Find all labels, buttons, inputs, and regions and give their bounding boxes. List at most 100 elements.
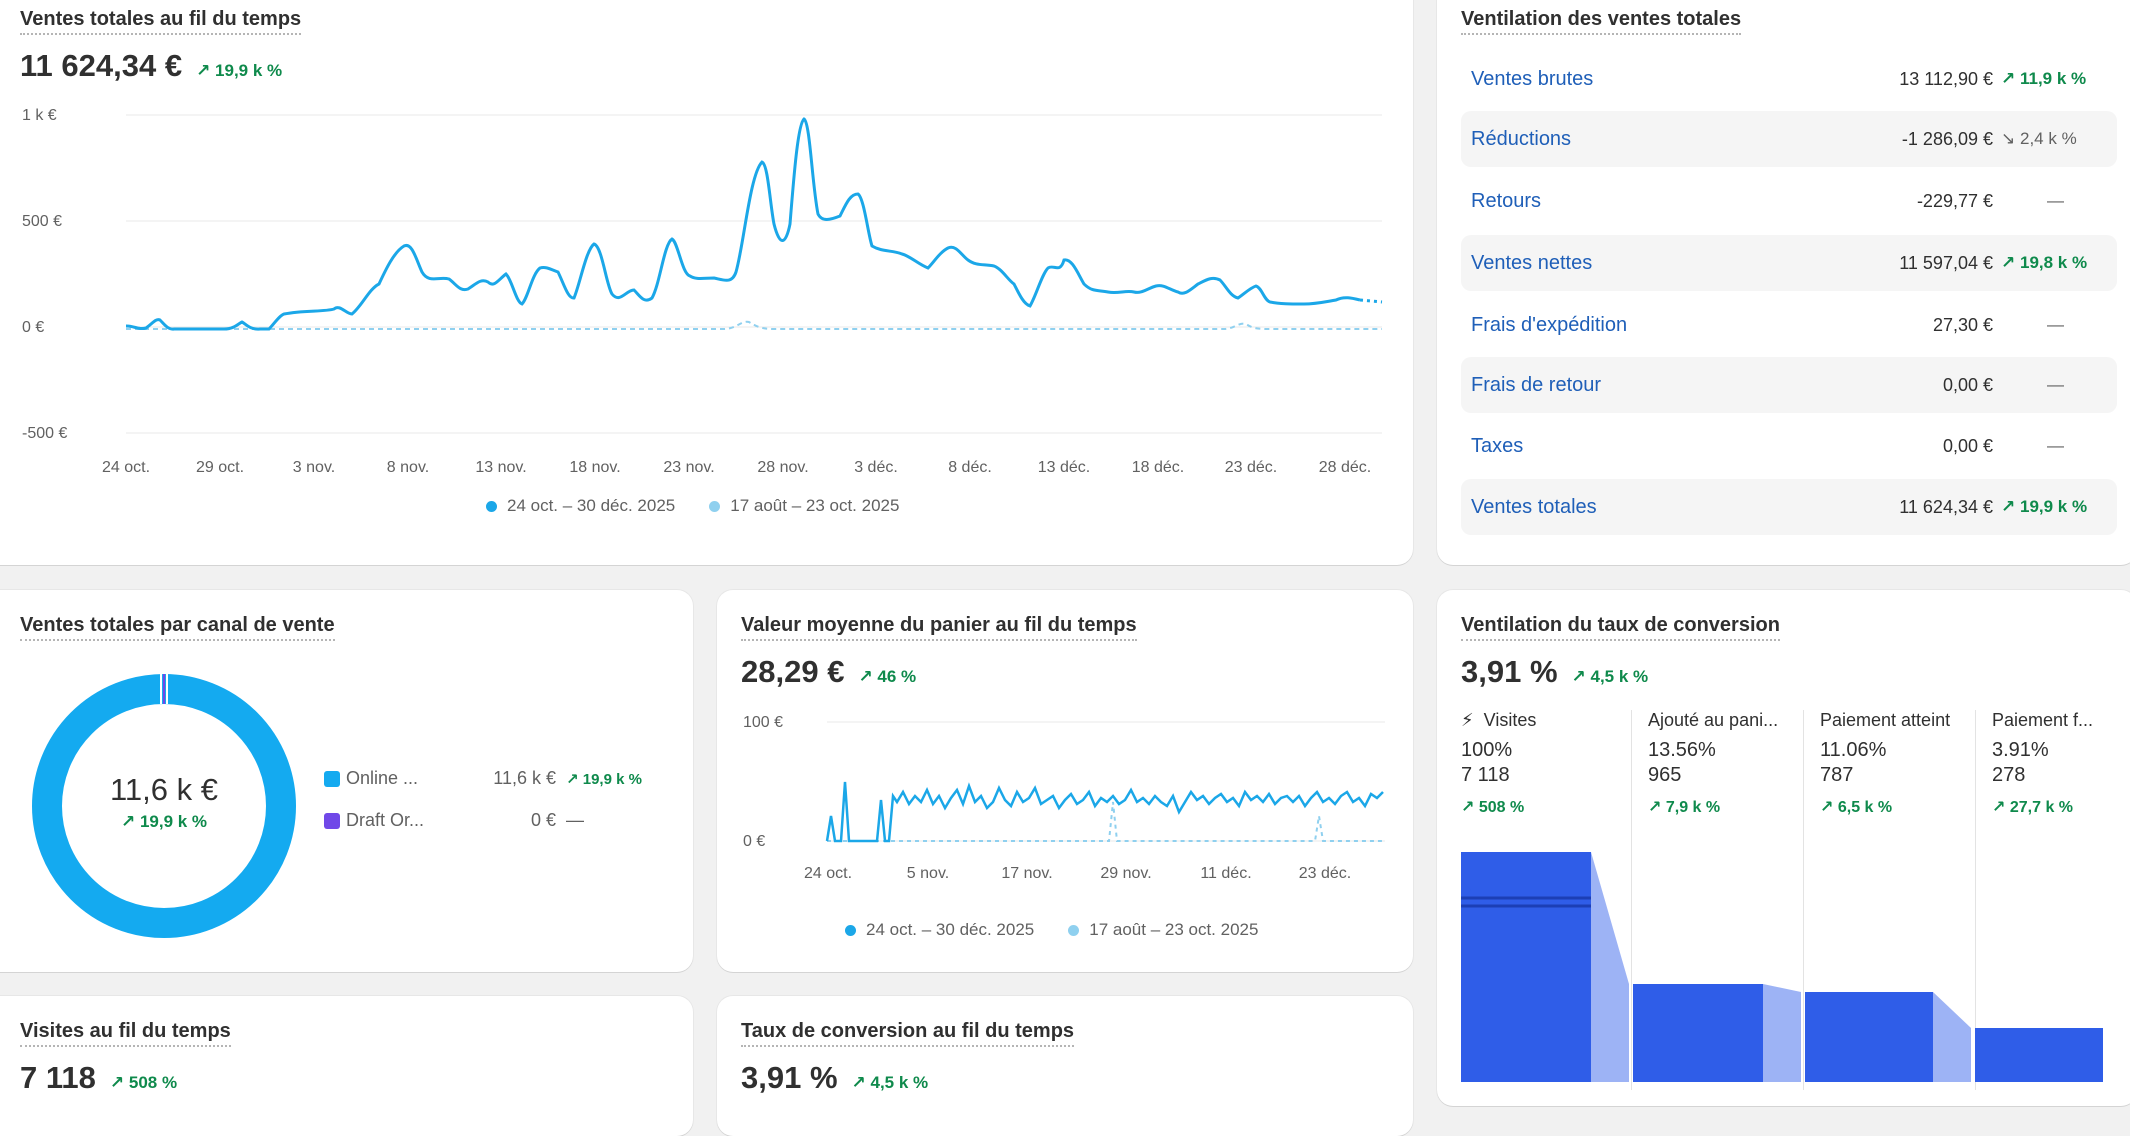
breakdown-delta: — xyxy=(2047,375,2064,394)
funnel-bar-added-to-cart xyxy=(1633,984,1763,1082)
arrow-up-icon: ↗ xyxy=(858,667,873,686)
sales-x-tick: 3 déc. xyxy=(854,459,898,476)
sales-legend: 24 oct. – 30 déc. 2025 17 août – 23 oct.… xyxy=(486,496,899,516)
arrow-down-icon: ↘ xyxy=(2001,129,2016,148)
breakdown-label[interactable]: Ventes totales xyxy=(1471,495,1597,518)
breakdown-label[interactable]: Frais de retour xyxy=(1471,373,1602,396)
funnel-step[interactable]: ⚡ Visites 100% 7 118 ↗ 508 % xyxy=(1461,710,1595,1090)
funnel-step-pct: 13.56% xyxy=(1648,739,1716,761)
arrow-up-icon: ↗ xyxy=(1648,799,1662,816)
sales-x-tick: 8 nov. xyxy=(387,459,429,476)
channel-swatch xyxy=(324,770,340,787)
arrow-up-icon: ↗ xyxy=(196,61,211,80)
conversion-breakdown-title[interactable]: Ventilation du taux de conversion xyxy=(1461,614,1780,641)
breakdown-value: 13 112,90 € xyxy=(1899,68,1993,89)
sales-by-channel-card: Ventes totales par canal de vente 11,6 k… xyxy=(0,590,693,972)
sales-current-period-line xyxy=(125,117,1361,331)
funnel-step[interactable]: Ajouté au pani... 13.56% 965 ↗ 7,9 k % xyxy=(1631,710,1788,1090)
sales-by-channel-title[interactable]: Ventes totales par canal de vente xyxy=(20,614,335,641)
funnel-connector xyxy=(1933,992,1971,1082)
aov-line-chart[interactable]: 100 € 0 € 24 oct. 5 nov. 17 nov. 29 nov.… xyxy=(717,590,1413,972)
sales-total-value: 11 624,34 € xyxy=(20,48,183,83)
sales-breakdown-title[interactable]: Ventilation des ventes totales xyxy=(1461,8,1742,35)
arrow-up-icon: ↗ xyxy=(851,1073,866,1092)
funnel-axis-break xyxy=(1461,852,1591,900)
funnel-connector xyxy=(1591,852,1629,1082)
breakdown-delta: ↗ 11,9 k % xyxy=(2001,69,2087,88)
channel-name: Draft Or... xyxy=(346,810,425,830)
funnel-step[interactable]: Paiement atteint 11.06% 787 ↗ 6,5 k % xyxy=(1803,710,1966,1090)
legend-current[interactable]: 24 oct. – 30 déc. 2025 xyxy=(486,496,675,516)
funnel-step-count: 965 xyxy=(1648,764,1682,786)
sales-gridlines xyxy=(126,114,1382,434)
funnel-step-pct: 3.91% xyxy=(1992,739,2049,761)
breakdown-row[interactable]: Ventes nettes 11 597,04 € ↗ 19,8 k % xyxy=(1461,235,2117,291)
sales-x-tick: 28 nov. xyxy=(757,459,808,476)
legend-previous[interactable]: 17 août – 23 oct. 2025 xyxy=(709,496,899,516)
sales-x-tick: 28 déc. xyxy=(1319,459,1371,476)
funnel-step-count: 7 118 xyxy=(1461,764,1510,786)
channel-name: Online ... xyxy=(346,768,419,788)
funnel-step-pct: 11.06% xyxy=(1820,739,1887,761)
aov-x-tick: 24 oct. xyxy=(804,865,852,882)
legend-previous[interactable]: 17 août – 23 oct. 2025 xyxy=(1068,920,1258,940)
funnel-step[interactable]: Paiement f... 3.91% 278 ↗ 27,7 k % xyxy=(1975,710,2120,1090)
arrow-up-icon: ↗ xyxy=(2001,497,2016,516)
breakdown-label[interactable]: Taxes xyxy=(1471,434,1524,457)
breakdown-row[interactable]: Taxes 0,00 € — xyxy=(1461,418,2117,474)
aov-title[interactable]: Valeur moyenne du panier au fil du temps xyxy=(741,614,1137,641)
breakdown-row[interactable]: Ventes totales 11 624,34 € ↗ 19,9 k % xyxy=(1461,479,2117,535)
breakdown-label[interactable]: Retours xyxy=(1471,189,1542,212)
aov-card: Valeur moyenne du panier au fil du temps… xyxy=(717,590,1413,972)
visits-title[interactable]: Visites au fil du temps xyxy=(20,1020,231,1047)
visits-over-time-card: Visites au fil du temps 7 118 ↗ 508 % xyxy=(0,996,693,1136)
sales-line-chart[interactable]: 1 k € 500 € 0 € -500 € 24 oct. 29 oct. 3… xyxy=(0,0,1413,565)
sales-x-tick: 29 oct. xyxy=(196,459,244,476)
sales-x-tick: 8 déc. xyxy=(948,459,992,476)
funnel-step-count: 787 xyxy=(1820,764,1854,786)
channel-delta: ↗ 19,9 k % xyxy=(566,770,642,788)
sales-over-time-title[interactable]: Ventes totales au fil du temps xyxy=(20,8,302,35)
conversion-funnel-chart[interactable] xyxy=(1437,590,2130,1106)
funnel-step-delta: ↗ 7,9 k % xyxy=(1648,799,1721,816)
channel-legend-item[interactable]: Draft Or... 0 € — xyxy=(324,810,584,831)
funnel-step-delta: ↗ 508 % xyxy=(1461,799,1525,816)
breakdown-value: 27,30 € xyxy=(1932,314,1993,335)
breakdown-row[interactable]: Frais d'expédition 27,30 € — xyxy=(1461,297,2117,353)
aov-x-tick: 11 déc. xyxy=(1200,865,1251,882)
conversion-over-time-card: Taux de conversion au fil du temps 3,91 … xyxy=(717,996,1413,1136)
breakdown-label[interactable]: Frais d'expédition xyxy=(1471,313,1628,336)
sales-y-tick: 0 € xyxy=(22,319,44,336)
breakdown-value: 11 624,34 € xyxy=(1899,496,1993,517)
breakdown-label[interactable]: Réductions xyxy=(1471,127,1572,150)
sales-x-tick: 13 nov. xyxy=(475,459,526,476)
funnel-step-pct: 100% xyxy=(1461,739,1513,761)
breakdown-delta: — xyxy=(2047,191,2064,210)
sales-over-time-card: Ventes totales au fil du temps 11 624,34… xyxy=(0,0,1413,565)
breakdown-delta: — xyxy=(2047,315,2064,334)
sales-x-tick: 18 déc. xyxy=(1132,459,1184,476)
funnel-bar-checkout-reached xyxy=(1805,992,1933,1082)
conversion-over-time-title[interactable]: Taux de conversion au fil du temps xyxy=(741,1020,1075,1047)
funnel-step-delta: ↗ 27,7 k % xyxy=(1992,799,2074,816)
breakdown-label[interactable]: Ventes nettes xyxy=(1471,251,1593,274)
sales-breakdown-card: Ventilation des ventes totales Ventes br… xyxy=(1437,0,2130,565)
breakdown-row[interactable]: Retours -229,77 € — xyxy=(1461,173,2117,229)
breakdown-row[interactable]: Frais de retour 0,00 € — xyxy=(1461,357,2117,413)
conversion-delta: ↗ 4,5 k % xyxy=(1571,667,1649,686)
breakdown-row[interactable]: Ventes brutes 13 112,90 € ↗ 11,9 k % xyxy=(1461,51,2117,107)
aov-y-tick: 0 € xyxy=(743,833,765,850)
breakdown-row[interactable]: Réductions -1 286,09 € ↘ 2,4 k % xyxy=(1461,111,2117,167)
breakdown-value: -229,77 € xyxy=(1916,190,1993,211)
channel-donut-chart[interactable] xyxy=(14,656,314,956)
legend-current[interactable]: 24 oct. – 30 déc. 2025 xyxy=(845,920,1034,940)
arrow-up-icon: ↗ xyxy=(2001,253,2016,272)
aov-x-tick: 23 déc. xyxy=(1299,865,1351,882)
sales-x-tick: 13 déc. xyxy=(1038,459,1090,476)
aov-x-tick: 17 nov. xyxy=(1001,865,1052,882)
breakdown-label[interactable]: Ventes brutes xyxy=(1471,67,1594,90)
channel-legend-item[interactable]: Online ... 11,6 k € ↗ 19,9 k % xyxy=(324,768,642,789)
conversion-value: 3,91 % xyxy=(1461,654,1558,689)
breakdown-value: 0,00 € xyxy=(1942,374,1993,395)
breakdown-value: -1 286,09 € xyxy=(1901,128,1993,149)
